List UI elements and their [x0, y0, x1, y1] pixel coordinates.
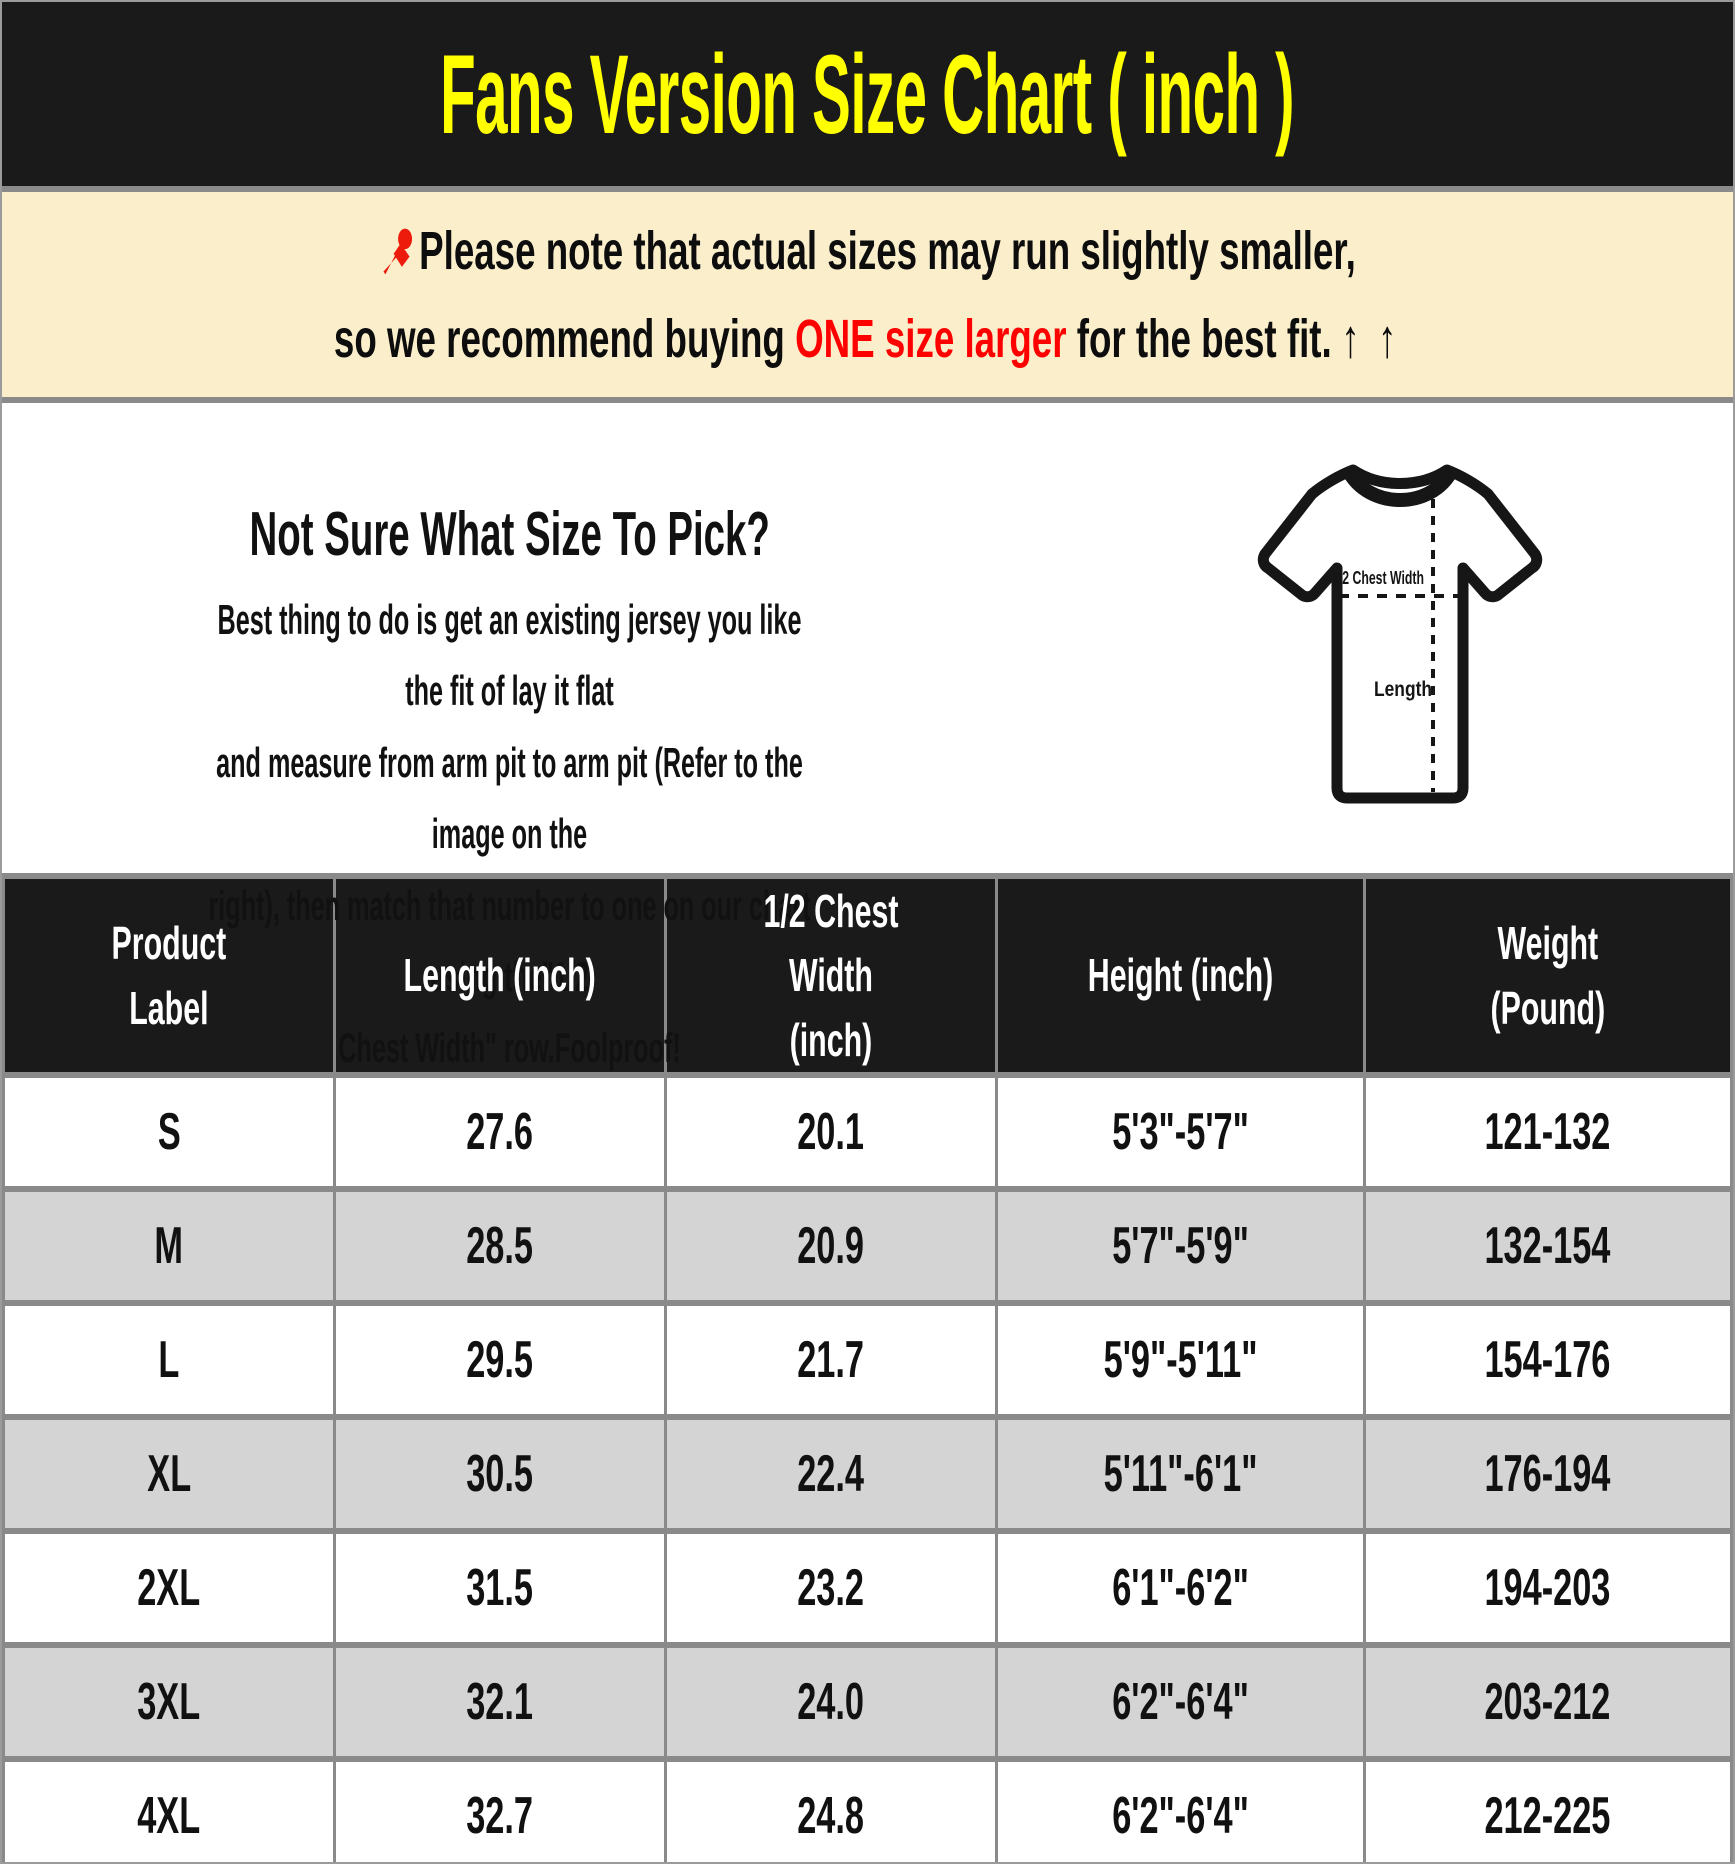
pushpin-icon	[383, 228, 412, 274]
table-row-4xl: 4XL 32.7 24.8 6'2"-6'4" 212-225	[2, 1756, 1733, 1862]
table-cell: 28.5	[332, 1186, 667, 1307]
size-label-cell: M	[2, 1186, 336, 1307]
length-label: Length	[1374, 678, 1432, 701]
table-cell: 20.1	[663, 1072, 998, 1193]
table-cell: 32.7	[332, 1756, 667, 1862]
notice-line2-suffix: for the best fit.	[1066, 308, 1333, 369]
tshirt-outline-image: 1/2 Chest Width Length	[1257, 464, 1543, 804]
table-cell: 6'1"-6'2"	[994, 1528, 1366, 1649]
size-label-cell: 3XL	[2, 1642, 336, 1763]
table-cell: 5'9"-5'11"	[994, 1300, 1366, 1421]
size-label-cell: XL	[2, 1414, 336, 1535]
size-label-cell: 4XL	[2, 1756, 336, 1862]
table-cell: 23.2	[663, 1528, 998, 1649]
title-banner: Fans Version Size Chart ( inch )	[2, 2, 1733, 192]
table-cell: 203-212	[1362, 1642, 1733, 1763]
up-arrows-icon: ↑ ↑	[1341, 308, 1401, 369]
table-cell: 29.5	[332, 1300, 667, 1421]
table-row-xl: XL 30.5 22.4 5'11"-6'1" 176-194	[2, 1414, 1733, 1535]
size-label-cell: L	[2, 1300, 336, 1421]
chest-width-label: 1/2 Chest Width	[1332, 568, 1424, 588]
table-cell: 212-225	[1362, 1756, 1733, 1862]
table-cell: 6'2"-6'4"	[994, 1642, 1366, 1763]
collar-line	[1341, 466, 1459, 507]
table-cell: 24.8	[663, 1756, 998, 1862]
table-cell: 20.9	[663, 1186, 998, 1307]
table-cell: 194-203	[1362, 1528, 1733, 1649]
table-cell: 27.6	[332, 1072, 667, 1193]
size-label-cell: S	[2, 1072, 336, 1193]
table-cell: 5'3"-5'7"	[994, 1072, 1366, 1193]
table-cell: 21.7	[663, 1300, 998, 1421]
column-header-height: Height (inch)	[994, 872, 1366, 1079]
guide-text-block: Not Sure What Size To Pick? Best thing t…	[2, 403, 1017, 1071]
table-cell: 24.0	[663, 1642, 998, 1763]
table-row-s: S 27.6 20.1 5'3"-5'7" 121-132	[2, 1072, 1733, 1193]
table-cell: 32.1	[332, 1642, 667, 1763]
table-cell: 154-176	[1362, 1300, 1733, 1421]
table-cell: 132-154	[1362, 1186, 1733, 1307]
table-cell: 121-132	[1362, 1072, 1733, 1193]
notice-line1-text: Please note that actual sizes may run sl…	[418, 220, 1356, 281]
table-cell: 30.5	[332, 1414, 667, 1535]
notice-section: Please note that actual sizes may run sl…	[2, 192, 1733, 403]
table-row-m: M 28.5 20.9 5'7"-5'9" 132-154	[2, 1186, 1733, 1307]
column-header-length: Length (inch)	[332, 872, 667, 1079]
notice-line-2: so we recommend buying ONE size larger f…	[2, 308, 1733, 370]
table-cell: 176-194	[1362, 1414, 1733, 1535]
table-row-2xl: 2XL 31.5 23.2 6'1"-6'2" 194-203	[2, 1528, 1733, 1649]
table-cell: 5'7"-5'9"	[994, 1186, 1366, 1307]
size-table: Product Label Length (inch) 1/2 Chest Wi…	[2, 872, 1733, 1862]
column-header-product-label: Product Label	[2, 872, 336, 1079]
table-row-l: L 29.5 21.7 5'9"-5'11" 154-176	[2, 1300, 1733, 1421]
guide-body-text: Best thing to do is get an existing jers…	[208, 596, 811, 1072]
notice-line2-prefix: so we recommend buying	[334, 308, 796, 369]
header-row: Product Label Length (inch) 1/2 Chest Wi…	[2, 872, 1733, 1079]
tshirt-diagram: 1/2 Chest Width Length	[1017, 403, 1733, 873]
size-label-cell: 2XL	[2, 1528, 336, 1649]
page-title-text: Fans Version Size Chart ( inch )	[440, 31, 1295, 157]
column-header-weight: Weight (Pound)	[1362, 872, 1733, 1079]
page-title: Fans Version Size Chart ( inch )	[46, 30, 1688, 159]
table-cell: 31.5	[332, 1528, 667, 1649]
notice-line-1: Please note that actual sizes may run sl…	[2, 220, 1733, 282]
column-header-chest-width: 1/2 Chest Width (inch)	[663, 872, 998, 1079]
table-cell: 6'2"-6'4"	[994, 1756, 1366, 1862]
table-cell: 22.4	[663, 1414, 998, 1535]
guide-heading: Not Sure What Size To Pick?	[249, 500, 770, 569]
one-size-larger-highlight: ONE size larger	[795, 308, 1067, 369]
guide-section: Not Sure What Size To Pick? Best thing t…	[2, 403, 1733, 1071]
table-row-3xl: 3XL 32.1 24.0 6'2"-6'4" 203-212	[2, 1642, 1733, 1763]
table-cell: 5'11"-6'1"	[994, 1414, 1366, 1535]
